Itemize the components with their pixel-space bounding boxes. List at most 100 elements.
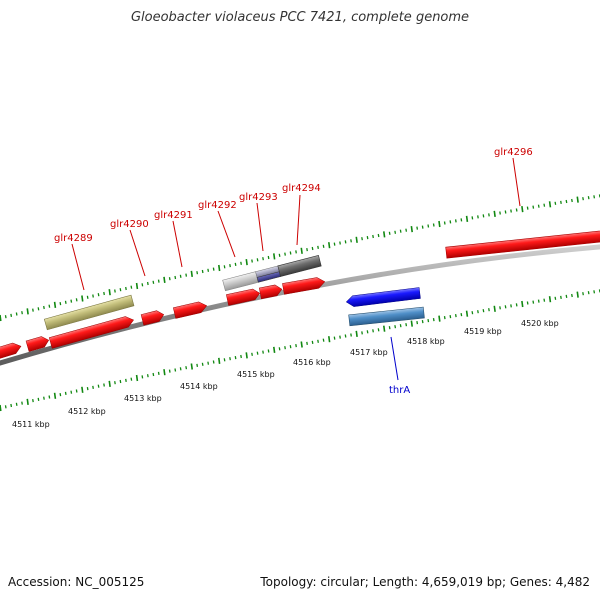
kbp-label: 4515 kbp (237, 370, 275, 379)
gene-arrow-e[interactable] (172, 300, 208, 319)
tick-mark (152, 372, 155, 377)
tick-mark (454, 313, 457, 318)
tick-mark (157, 279, 160, 283)
tick-mark (427, 224, 430, 228)
kbp-label: 4519 kbp (464, 327, 502, 336)
tick-mark (560, 295, 562, 300)
tick-mark (576, 196, 579, 203)
tick-mark (515, 208, 518, 212)
tick-mark (328, 336, 331, 343)
tick-mark (21, 401, 23, 405)
tick-mark (333, 336, 336, 340)
tick-mark (289, 345, 292, 349)
gene-arrow-g[interactable] (258, 284, 283, 300)
tick-mark (81, 386, 84, 393)
tick-mark (234, 355, 237, 360)
tick-mark (223, 358, 226, 362)
tick-mark (43, 396, 45, 400)
tick-mark (410, 225, 413, 233)
gene-label-glr4290[interactable]: glr4290 (110, 219, 149, 230)
tick-mark (515, 303, 518, 307)
tick-mark (410, 320, 413, 327)
tick-mark (432, 223, 435, 227)
gene-glr4296-box[interactable] (445, 229, 600, 259)
gene-label-glr4289[interactable]: glr4289 (54, 233, 93, 244)
gene-label-thrA[interactable]: thrA (389, 385, 410, 396)
tick-mark (179, 274, 182, 278)
gene-label-glr4292[interactable]: glr4292 (198, 200, 237, 211)
tick-mark (405, 323, 408, 327)
tick-ruler-upper (0, 194, 600, 322)
tick-mark (443, 221, 446, 225)
tick-mark (64, 391, 67, 396)
tick-mark (141, 375, 144, 379)
tick-mark (256, 258, 259, 262)
tick-mark (526, 301, 529, 305)
gene-label-glr4294[interactable]: glr4294 (282, 183, 321, 194)
tick-mark (565, 294, 568, 299)
tick-mark (4, 405, 7, 409)
tick-mark (10, 403, 13, 408)
tick-mark (438, 220, 441, 228)
tick-mark (537, 204, 540, 208)
tick-mark (48, 304, 51, 308)
gene-glr4289-box[interactable] (43, 294, 135, 331)
gene-thrA-arrow[interactable] (345, 287, 421, 308)
tick-mark (146, 374, 149, 378)
tick-mark (339, 335, 341, 339)
tick-mark (554, 296, 557, 300)
gene-arrow-c[interactable] (48, 315, 135, 349)
gene-arrow-h[interactable] (282, 276, 326, 295)
gene-arrow-d[interactable] (140, 309, 165, 326)
tick-mark (394, 230, 397, 234)
gene-arrow-f[interactable] (226, 288, 261, 306)
gene-label-glr4293[interactable]: glr4293 (239, 192, 278, 203)
tick-mark (366, 330, 369, 334)
gene-label-glr4291[interactable]: glr4291 (154, 210, 193, 221)
kbp-label: 4514 kbp (180, 382, 218, 391)
tick-mark (295, 250, 297, 254)
tick-mark (372, 234, 374, 239)
tick-mark (284, 346, 286, 350)
gene-label-glr4296[interactable]: glr4296 (494, 147, 533, 158)
tick-mark (26, 398, 29, 406)
tick-mark (10, 313, 13, 318)
tick-mark (70, 299, 73, 303)
tick-mark (4, 315, 7, 319)
gene-glr4294-box[interactable] (277, 255, 322, 277)
tick-mark (15, 312, 18, 316)
tick-mark (471, 311, 474, 315)
tick-mark (488, 213, 490, 217)
tick-mark (571, 293, 573, 298)
tick-mark (532, 205, 535, 209)
tick-mark (471, 216, 474, 220)
tick-ruler-lower (0, 289, 600, 412)
tick-mark (278, 253, 281, 257)
tick-mark (179, 367, 182, 371)
tick-mark (405, 228, 408, 232)
gene-arrow-b[interactable] (25, 335, 50, 352)
tick-mark (207, 268, 210, 272)
gene-glr4292-box[interactable] (222, 271, 259, 292)
tick-mark (416, 320, 419, 325)
tick-mark (240, 261, 242, 265)
tick-mark (493, 210, 496, 218)
tick-mark (256, 351, 259, 355)
tick-mark (108, 289, 111, 296)
tick-mark (185, 366, 188, 370)
tick-mark (289, 251, 292, 255)
tick-mark (521, 205, 524, 213)
tick-mark (119, 288, 122, 292)
gene-thrA-box[interactable] (348, 306, 425, 327)
tick-mark (317, 339, 319, 343)
tick-mark (273, 253, 276, 260)
gene-arrow-a[interactable] (0, 341, 23, 361)
tick-mark (119, 379, 122, 384)
tick-mark (196, 271, 199, 275)
tick-mark (26, 308, 29, 315)
tick-mark (92, 385, 94, 390)
tick-mark (251, 259, 253, 263)
tick-mark (465, 215, 469, 223)
tick-mark (355, 236, 358, 243)
